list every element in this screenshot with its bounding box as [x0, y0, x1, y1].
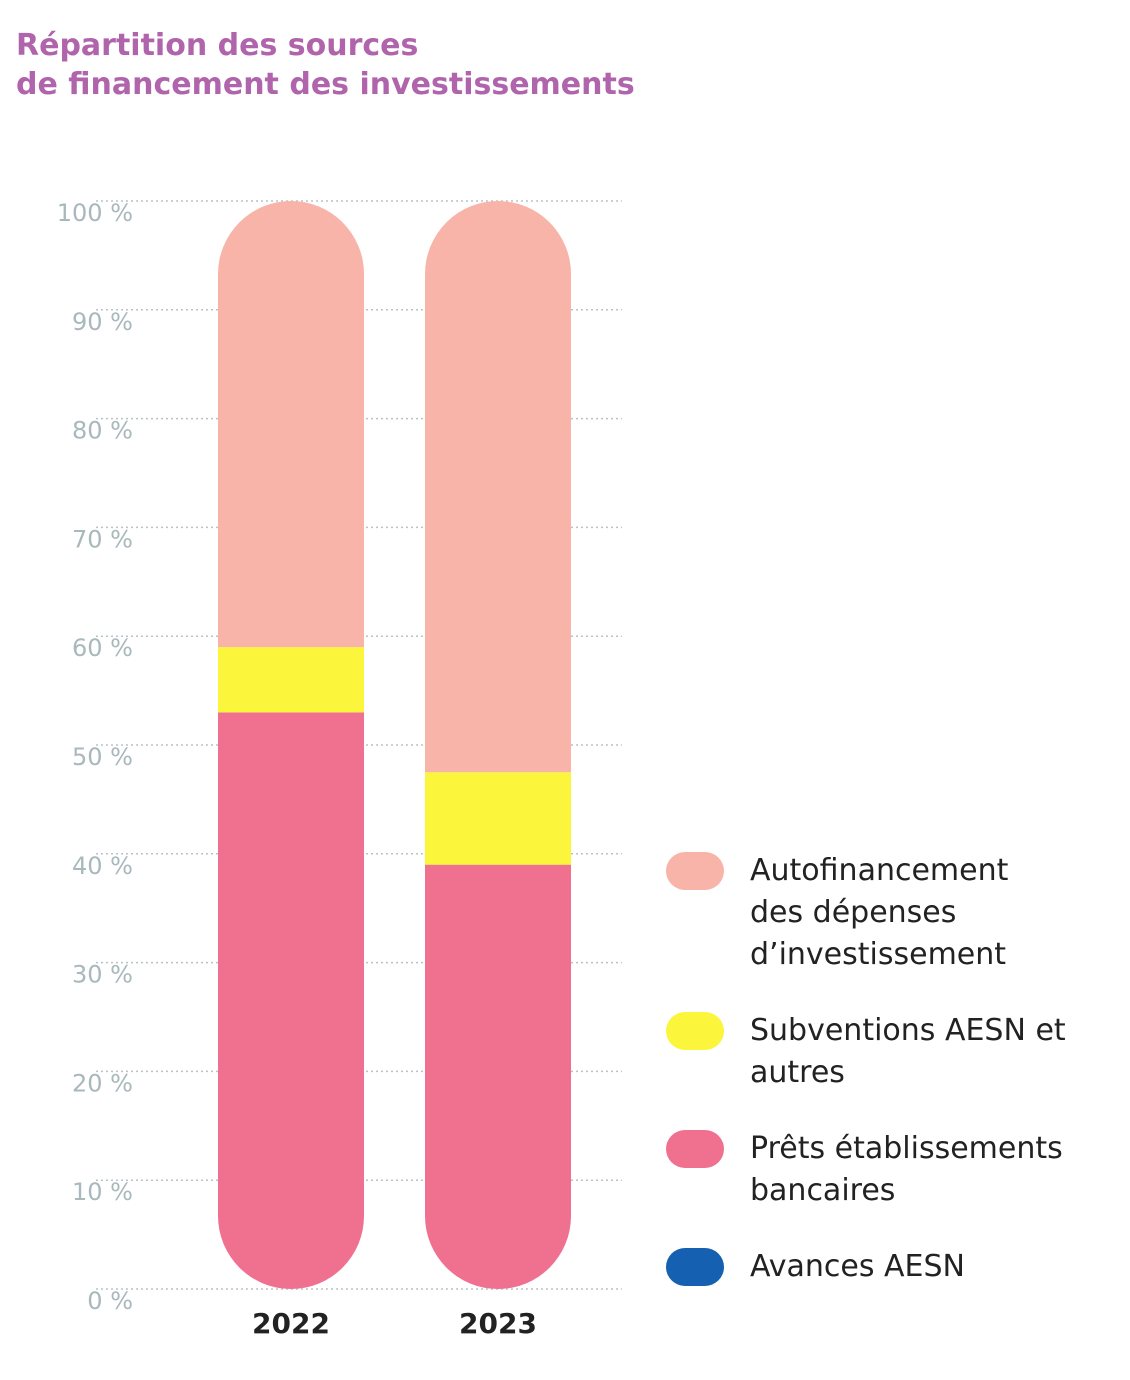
y-tick-label: 20 %	[72, 1069, 133, 1097]
bars	[218, 201, 571, 1289]
legend-swatch	[666, 1130, 724, 1168]
y-tick-label: 0 %	[87, 1287, 133, 1315]
bar-stack-2023	[425, 201, 571, 1289]
y-tick-label: 10 %	[72, 1178, 133, 1206]
x-category-label: 2023	[459, 1307, 537, 1340]
bar-segment	[218, 712, 364, 1289]
chart-title-line-1: Répartition des sources	[16, 28, 419, 63]
y-tick-label: 80 %	[72, 417, 133, 445]
chart-title-line-2: de financement des investissements	[16, 67, 635, 102]
legend-swatch	[666, 1012, 724, 1050]
y-tick-label: 30 %	[72, 961, 133, 989]
bar-segment	[425, 772, 571, 865]
y-tick-label: 60 %	[72, 634, 133, 662]
bar-segment	[218, 201, 364, 648]
bar-stack-2022	[218, 201, 364, 1289]
legend-swatch	[666, 1248, 724, 1286]
y-tick-label: 100 %	[57, 199, 133, 227]
legend-label: Subventions AESN et autres	[750, 1013, 1066, 1090]
x-category-label: 2022	[252, 1307, 330, 1340]
x-axis-labels: 2022 2023	[252, 1307, 537, 1340]
y-tick-label: 50 %	[72, 743, 133, 771]
y-tick-label: 90 %	[72, 308, 133, 336]
legend-label: Avances AESN	[750, 1249, 965, 1284]
legend-swatch	[666, 852, 724, 890]
bar-segment	[425, 201, 571, 773]
legend-label: Autofinancement des dépenses d’investiss…	[750, 853, 1009, 972]
y-tick-label: 40 %	[72, 852, 133, 880]
y-tick-label: 70 %	[72, 525, 133, 553]
bar-segment	[425, 864, 571, 1289]
y-axis-ticks: 0 % 10 % 20 % 30 % 40 % 50 % 60 % 70 % 80 % 90 % 1…	[57, 199, 133, 1315]
legend-label: Prêts établissements bancaires	[750, 1131, 1063, 1208]
bar-segment	[218, 647, 364, 713]
